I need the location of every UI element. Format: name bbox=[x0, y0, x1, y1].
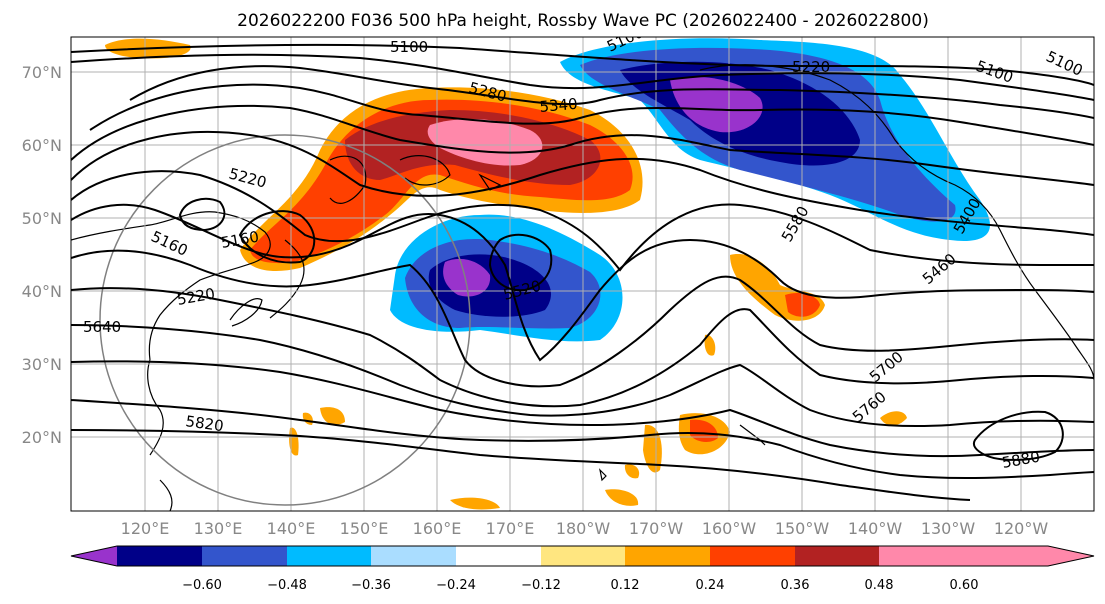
contour-label: 5640 bbox=[83, 318, 121, 336]
map-frame bbox=[70, 36, 1095, 512]
colorbar-tick-label: 0.36 bbox=[781, 578, 810, 593]
positive-anomaly-blob bbox=[450, 497, 500, 510]
contour-label: 5100 bbox=[390, 38, 428, 56]
lat-label: 20°N bbox=[22, 428, 62, 447]
colorbar-segment bbox=[456, 546, 541, 566]
colorbar-tick-label: 0.12 bbox=[611, 578, 640, 593]
contour-label: 5220 bbox=[792, 58, 830, 76]
positive-anomaly-blob bbox=[690, 419, 718, 442]
colorbar-tick-label: 0.48 bbox=[865, 578, 894, 593]
lon-labels: 120°E 130°E 140°E 150°E 160°E 170°E 180°… bbox=[121, 519, 1049, 538]
colorbar-tick-label: −0.48 bbox=[267, 578, 307, 593]
colorbar-outline bbox=[70, 545, 1095, 567]
height-contours bbox=[71, 43, 1094, 501]
colorbar-tick-label: −0.24 bbox=[436, 578, 476, 593]
colorbar-segment bbox=[710, 546, 795, 566]
lat-labels: 70°N 60°N 50°N 40°N 30°N 20°N bbox=[22, 63, 62, 447]
lon-label: 150°W bbox=[775, 519, 830, 538]
graticule bbox=[71, 37, 1094, 511]
lon-label: 150°E bbox=[340, 519, 389, 538]
contour-label: 5820 bbox=[184, 412, 224, 435]
colorbar-segment bbox=[625, 546, 710, 566]
lon-label: 130°W bbox=[921, 519, 976, 538]
positive-anomaly-blob bbox=[704, 334, 716, 356]
positive-anomaly-blob bbox=[605, 489, 639, 506]
colorbar-ticks: −0.60 −0.48 −0.36 −0.24 −0.12 0.12 0.24 … bbox=[182, 578, 978, 593]
colorbar-tick-label: −0.12 bbox=[521, 578, 561, 593]
map-panel: 5100 5100 5100 5100 5220 5220 5280 5340 … bbox=[71, 37, 1094, 511]
colorbar-segment bbox=[795, 546, 879, 566]
map-title: 2026022200 F036 500 hPa height, Rossby W… bbox=[237, 11, 929, 31]
positive-anomaly-ridge bbox=[427, 118, 543, 166]
lon-label: 170°E bbox=[486, 519, 535, 538]
lat-label: 40°N bbox=[22, 282, 62, 301]
contour-label: 5340 bbox=[539, 95, 579, 116]
negative-anomaly-alaska bbox=[670, 76, 763, 133]
lon-label: 130°E bbox=[194, 519, 243, 538]
colorbar-tick-label: −0.60 bbox=[182, 578, 222, 593]
lat-label: 70°N bbox=[22, 63, 62, 82]
lon-label: 140°E bbox=[267, 519, 316, 538]
positive-anomaly-blob bbox=[624, 464, 640, 479]
lat-label: 60°N bbox=[22, 136, 62, 155]
lon-label: 160°E bbox=[413, 519, 462, 538]
lat-label: 30°N bbox=[22, 355, 62, 374]
reference-circle bbox=[99, 134, 471, 506]
colorbar-segment bbox=[371, 546, 456, 566]
lon-label: 170°W bbox=[629, 519, 684, 538]
colorbar-segment bbox=[117, 546, 202, 566]
lon-label: 140°W bbox=[848, 519, 903, 538]
positive-anomaly-blob bbox=[880, 411, 907, 426]
lon-label: 160°W bbox=[702, 519, 757, 538]
colorbar-segment bbox=[879, 546, 1094, 566]
colorbar-tick-label: 0.60 bbox=[950, 578, 979, 593]
colorbar-tick-label: −0.36 bbox=[351, 578, 391, 593]
negative-anomaly-pacific bbox=[443, 258, 491, 297]
colorbar-segment bbox=[71, 546, 117, 566]
colorbar-segment bbox=[541, 546, 625, 566]
positive-anomaly-blob bbox=[320, 407, 345, 425]
lon-label: 120°E bbox=[121, 519, 170, 538]
colorbar-segment bbox=[287, 546, 371, 566]
lon-label: 120°W bbox=[994, 519, 1049, 538]
colorbar-tick-label: 0.24 bbox=[696, 578, 725, 593]
lat-label: 50°N bbox=[22, 209, 62, 228]
colorbar bbox=[70, 545, 1095, 567]
colorbar-segment bbox=[202, 546, 287, 566]
lon-label: 180°W bbox=[556, 519, 611, 538]
